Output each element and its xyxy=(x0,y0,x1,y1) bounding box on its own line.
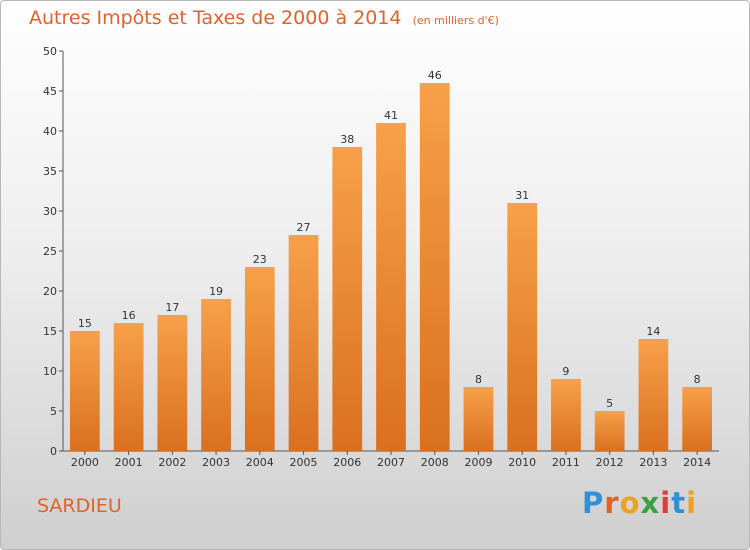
bar-2002 xyxy=(157,315,188,451)
labels: 15 16 17 19 23 27 38 41 46 8 31 9 5 14 8 xyxy=(78,69,701,410)
brand-logo-letter: o xyxy=(619,486,641,520)
data-label-2004: 23 xyxy=(253,253,267,266)
x-tick-label-2001: 2001 xyxy=(115,456,143,469)
bar-2000 xyxy=(69,331,100,451)
place-name: SARDIEU xyxy=(37,495,122,517)
brand-logo-letter: i xyxy=(660,486,672,520)
y-tick-label: 15 xyxy=(43,325,57,338)
data-label-2002: 17 xyxy=(165,301,179,314)
bar-2004 xyxy=(244,267,275,451)
brand-logo: Proxiti xyxy=(582,486,697,520)
bar-2011 xyxy=(551,379,581,451)
x-tick-label-2004: 2004 xyxy=(246,456,274,469)
data-label-2011: 9 xyxy=(562,365,569,378)
x-tick-label-2003: 2003 xyxy=(202,456,230,469)
brand-logo-letter: r xyxy=(604,486,620,520)
y-tick-label: 50 xyxy=(43,45,57,58)
x-tick-label-2014: 2014 xyxy=(683,456,711,469)
title-row: Autres Impôts et Taxes de 2000 à 2014 (e… xyxy=(29,7,499,29)
x-tick-label-2009: 2009 xyxy=(464,456,492,469)
chart-subtitle: (en milliers d'€) xyxy=(412,14,499,27)
y-tick-label: 25 xyxy=(43,245,57,258)
data-label-2010: 31 xyxy=(515,189,529,202)
bar-2013 xyxy=(638,339,669,451)
data-label-2001: 16 xyxy=(122,309,136,322)
x-tick-label-2008: 2008 xyxy=(421,456,449,469)
y-tick-label: 20 xyxy=(43,285,57,298)
x-tick-label-2006: 2006 xyxy=(333,456,361,469)
data-label-2008: 46 xyxy=(428,69,442,82)
x-tick-label-2007: 2007 xyxy=(377,456,405,469)
brand-logo-letter: P xyxy=(582,486,605,520)
brand-logo-letter: x xyxy=(640,486,661,520)
y-tick-label: 40 xyxy=(43,125,57,138)
data-label-2006: 38 xyxy=(340,133,354,146)
data-label-2013: 14 xyxy=(646,325,660,338)
x-tick-label-2012: 2012 xyxy=(596,456,624,469)
data-label-2009: 8 xyxy=(475,373,482,386)
brand-logo-letter: i xyxy=(686,486,698,520)
bar-2009 xyxy=(463,387,494,451)
x-tick-label-2010: 2010 xyxy=(508,456,536,469)
y-tick-label: 5 xyxy=(50,405,57,418)
x-tick-label-2013: 2013 xyxy=(639,456,667,469)
data-label-2014: 8 xyxy=(694,373,701,386)
x-tick-label-2002: 2002 xyxy=(158,456,186,469)
bar-2003 xyxy=(201,299,231,451)
bar-2014 xyxy=(682,387,713,451)
data-label-2000: 15 xyxy=(78,317,92,330)
bar-2006 xyxy=(332,147,363,451)
x-tick-label-2011: 2011 xyxy=(552,456,580,469)
data-label-2003: 19 xyxy=(209,285,223,298)
bars xyxy=(69,83,713,451)
y-tick-label: 10 xyxy=(43,365,57,378)
bar-2001 xyxy=(113,323,144,451)
data-label-2012: 5 xyxy=(606,397,613,410)
bar-2010 xyxy=(507,203,538,451)
x-tick-label-2005: 2005 xyxy=(290,456,318,469)
data-label-2005: 27 xyxy=(297,221,311,234)
data-label-2007: 41 xyxy=(384,109,398,122)
y-tick-label: 35 xyxy=(43,165,57,178)
y-tick-label: 30 xyxy=(43,205,57,218)
bar-2012 xyxy=(594,411,625,451)
chart-title: Autres Impôts et Taxes de 2000 à 2014 xyxy=(29,7,402,29)
brand-logo-letter: t xyxy=(671,486,687,520)
y-tick-label: 0 xyxy=(50,445,57,458)
y-tick-label: 45 xyxy=(43,85,57,98)
bar-2005 xyxy=(288,235,319,451)
bar-2008 xyxy=(419,83,450,451)
x-tick-label-2000: 2000 xyxy=(71,456,99,469)
bar-2007 xyxy=(376,123,406,451)
